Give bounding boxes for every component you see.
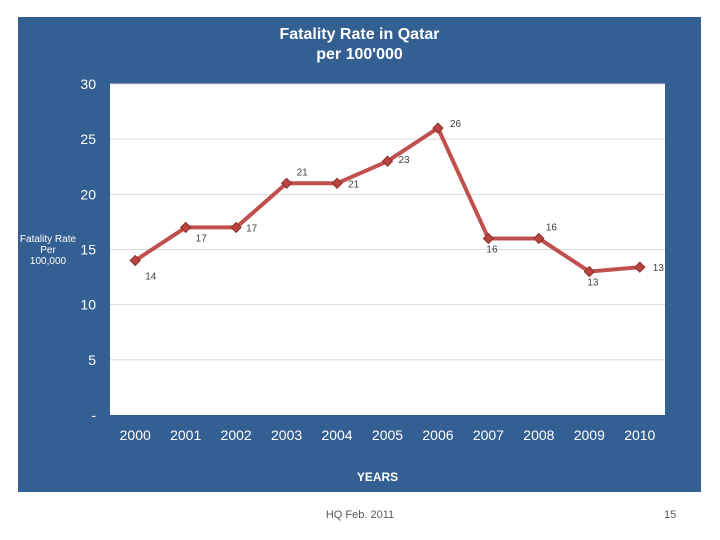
data-label: 13 — [587, 278, 599, 289]
data-point — [432, 122, 444, 134]
y-tick-label: - — [91, 407, 96, 423]
y-axis-label: 100,000 — [30, 256, 67, 267]
y-axis-label: Per — [40, 245, 56, 256]
data-point — [179, 221, 192, 234]
x-tick-label: 2000 — [120, 427, 151, 443]
x-tick-label: 2001 — [170, 427, 201, 443]
x-tick-label: 2009 — [574, 427, 605, 443]
y-tick-label: 30 — [80, 76, 96, 92]
data-point — [280, 177, 293, 190]
data-point — [230, 221, 242, 234]
data-label: 21 — [348, 179, 360, 190]
data-point — [634, 261, 646, 273]
x-tick-label: 2007 — [473, 427, 504, 443]
data-label: 21 — [297, 167, 309, 178]
data-label: 16 — [486, 244, 498, 255]
slide-footer: HQ Feb. 2011 — [325, 509, 395, 521]
y-tick-label: 20 — [80, 186, 96, 202]
y-tick-label: 15 — [80, 242, 96, 258]
data-label: 13 — [653, 263, 665, 274]
data-label: 16 — [546, 222, 558, 233]
x-tick-label: 2008 — [523, 427, 554, 443]
data-point — [583, 265, 596, 278]
y-tick-label: 10 — [80, 297, 96, 313]
y-tick-label: 5 — [88, 352, 96, 368]
x-tick-label: 2006 — [422, 427, 453, 443]
line-chart: - 5 10 15 20 25 30 2000 2001 2002 2003 2004 2005 2006… — [20, 76, 665, 484]
data-label: 14 — [145, 272, 157, 283]
data-label: 23 — [399, 155, 411, 166]
page-number: 15 — [664, 509, 677, 521]
data-point — [482, 232, 495, 245]
y-tick-label: 25 — [80, 131, 96, 147]
chart-title: Fatality Rate in Qatar per 100'000 — [18, 25, 701, 65]
x-tick-label: 2005 — [372, 427, 403, 443]
data-point — [331, 177, 343, 190]
data-label: 17 — [246, 223, 258, 234]
chart-title-line1: Fatality Rate in Qatar — [279, 26, 440, 43]
x-tick-label: 2002 — [221, 427, 252, 443]
chart-panel: Fatality Rate in Qatar per 100'000 - 5 10 1… — [18, 17, 701, 492]
y-axis-label: Fatality Rate — [20, 234, 77, 245]
x-tick-label: 2004 — [321, 427, 352, 443]
data-label: 17 — [196, 233, 208, 244]
data-point — [533, 232, 545, 245]
x-tick-label: 2003 — [271, 427, 302, 443]
chart-title-line2: per 100'000 — [316, 46, 403, 63]
x-axis-label: YEARS — [357, 470, 398, 484]
data-label: 26 — [450, 119, 462, 130]
data-point — [381, 155, 394, 167]
data-point — [129, 254, 141, 267]
x-tick-label: 2010 — [624, 427, 655, 443]
